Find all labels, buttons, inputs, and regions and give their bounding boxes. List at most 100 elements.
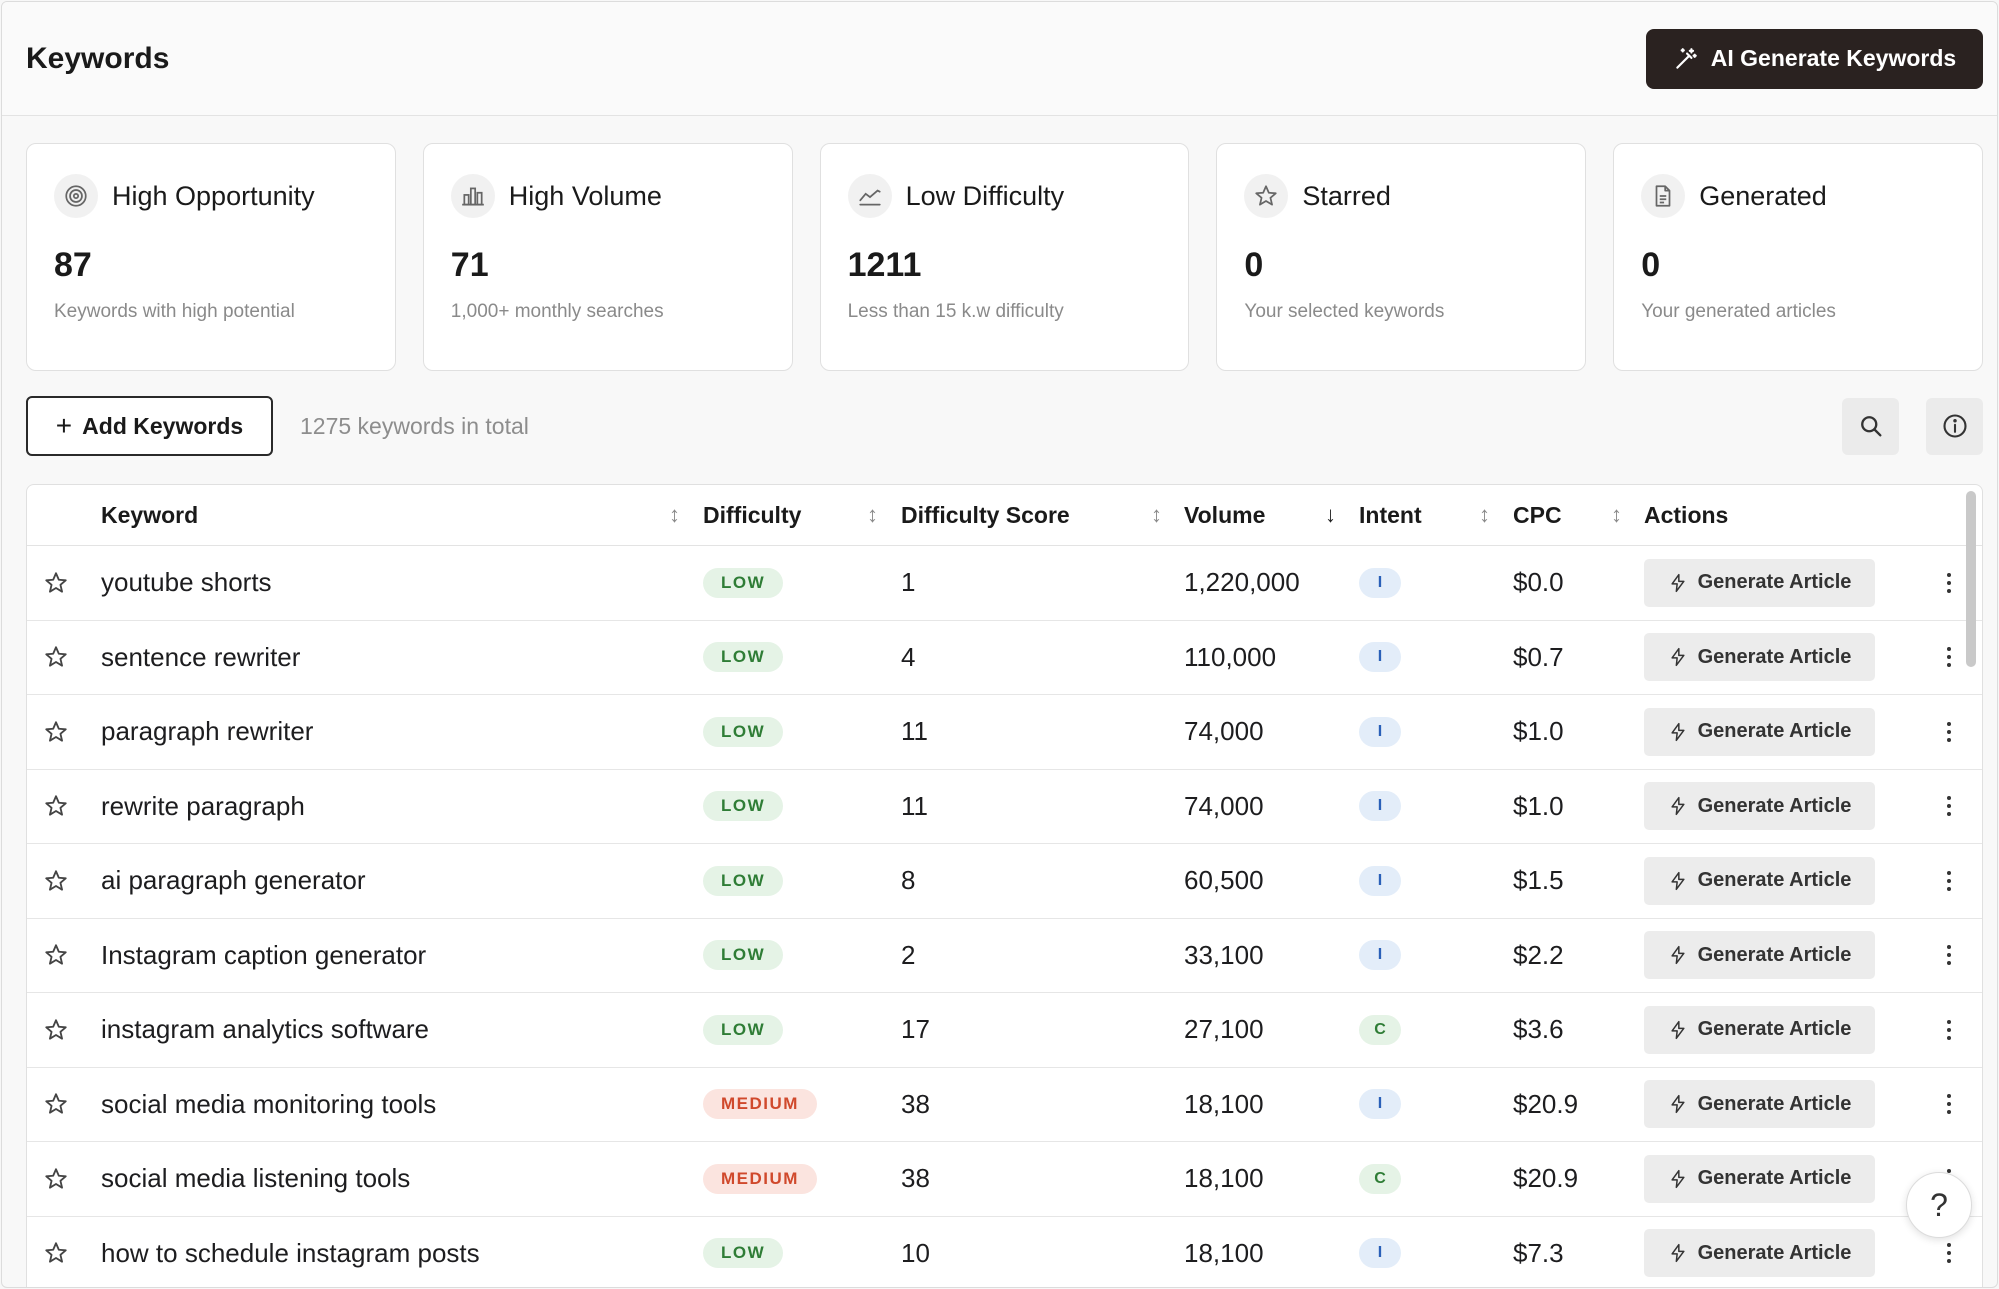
star-icon bbox=[1244, 174, 1289, 218]
ai-generate-keywords-button[interactable]: AI Generate Keywords bbox=[1646, 28, 1983, 89]
column-volume[interactable]: Volume bbox=[1184, 501, 1266, 528]
generate-article-button[interactable]: Generate Article bbox=[1644, 633, 1875, 682]
difficulty-badge: LOW bbox=[703, 1014, 784, 1045]
star-icon[interactable] bbox=[43, 621, 69, 695]
target-icon bbox=[54, 174, 98, 218]
difficulty-score-cell: 11 bbox=[901, 790, 928, 821]
ai-generate-keywords-label: AI Generate Keywords bbox=[1710, 45, 1957, 71]
star-icon[interactable] bbox=[43, 1068, 69, 1142]
star-icon[interactable] bbox=[43, 1217, 69, 1288]
card-low-difficulty[interactable]: Low Difficulty 1211 Less than 15 k.w dif… bbox=[819, 143, 1190, 371]
difficulty-score-cell: 38 bbox=[901, 1088, 930, 1119]
keyword-cell: how to schedule instagram posts bbox=[101, 1237, 480, 1268]
column-difficulty[interactable]: Difficulty bbox=[703, 501, 802, 528]
more-options-icon[interactable] bbox=[1945, 695, 1953, 769]
more-options-icon[interactable] bbox=[1945, 1217, 1953, 1288]
more-options-icon[interactable] bbox=[1945, 993, 1953, 1067]
info-icon bbox=[1942, 414, 1967, 438]
lightning-icon bbox=[1668, 1243, 1688, 1263]
lightning-icon bbox=[1668, 871, 1688, 891]
sort-desc-icon[interactable]: ↓ bbox=[1325, 502, 1336, 527]
difficulty-score-cell: 10 bbox=[901, 1237, 930, 1268]
table-header: Keyword ↕ Difficulty ↕ Difficulty Score … bbox=[27, 485, 1982, 546]
keywords-total: 1275 keywords in total bbox=[300, 412, 529, 439]
generate-article-button[interactable]: Generate Article bbox=[1644, 856, 1875, 905]
intent-badge: I bbox=[1359, 865, 1401, 896]
generate-article-button[interactable]: Generate Article bbox=[1644, 707, 1875, 756]
more-options-icon[interactable] bbox=[1945, 919, 1953, 993]
card-subtitle: Your generated articles bbox=[1641, 301, 1836, 322]
lightning-icon bbox=[1668, 1169, 1688, 1189]
card-high-volume[interactable]: High Volume 71 1,000+ monthly searches bbox=[422, 143, 793, 371]
generate-article-button[interactable]: Generate Article bbox=[1644, 558, 1875, 607]
card-high-opportunity[interactable]: High Opportunity 87 Keywords with high p… bbox=[26, 143, 396, 371]
card-title: Starred bbox=[1302, 180, 1391, 211]
column-actions: Actions bbox=[1644, 501, 1729, 528]
search-button[interactable] bbox=[1842, 397, 1899, 455]
generate-article-button[interactable]: Generate Article bbox=[1644, 1080, 1875, 1129]
sort-icon[interactable]: ↕ bbox=[1151, 502, 1162, 527]
star-icon[interactable] bbox=[43, 546, 69, 620]
card-starred[interactable]: Starred 0 Your selected keywords bbox=[1216, 143, 1587, 371]
intent-badge: I bbox=[1359, 642, 1401, 673]
difficulty-badge: LOW bbox=[703, 716, 784, 747]
generate-article-button[interactable]: Generate Article bbox=[1644, 1229, 1875, 1278]
difficulty-badge: MEDIUM bbox=[703, 1089, 817, 1120]
generate-article-button[interactable]: Generate Article bbox=[1644, 782, 1875, 831]
scrollbar[interactable] bbox=[1966, 491, 1976, 667]
help-button[interactable]: ? bbox=[1906, 1172, 1972, 1238]
lightning-icon bbox=[1668, 1020, 1688, 1040]
column-intent[interactable]: Intent bbox=[1359, 501, 1422, 528]
more-options-icon[interactable] bbox=[1945, 770, 1953, 844]
info-button[interactable] bbox=[1926, 397, 1983, 455]
table-row: Instagram caption generator LOW 2 33,100 I $2… bbox=[27, 919, 1982, 993]
generate-article-label: Generate Article bbox=[1697, 1018, 1852, 1041]
sort-icon[interactable]: ↕ bbox=[1611, 502, 1622, 527]
help-label: ? bbox=[1930, 1186, 1948, 1223]
more-options-icon[interactable] bbox=[1945, 1068, 1953, 1142]
bar-chart-icon bbox=[450, 174, 495, 218]
star-icon[interactable] bbox=[43, 695, 69, 769]
cpc-cell: $1.0 bbox=[1513, 716, 1564, 747]
keywords-table: Keyword ↕ Difficulty ↕ Difficulty Score … bbox=[26, 484, 1983, 1287]
difficulty-score-cell: 17 bbox=[901, 1014, 930, 1045]
star-icon[interactable] bbox=[43, 844, 69, 918]
sort-icon[interactable]: ↕ bbox=[867, 502, 878, 527]
generate-article-label: Generate Article bbox=[1697, 943, 1852, 966]
keyword-cell: social media monitoring tools bbox=[101, 1088, 437, 1119]
column-difficulty-score[interactable]: Difficulty Score bbox=[901, 501, 1070, 528]
sort-icon[interactable]: ↕ bbox=[669, 502, 680, 527]
more-options-icon[interactable] bbox=[1945, 546, 1953, 620]
generate-article-label: Generate Article bbox=[1697, 1167, 1852, 1190]
difficulty-score-cell: 4 bbox=[901, 641, 916, 672]
page-title: Keywords bbox=[26, 41, 170, 75]
star-icon[interactable] bbox=[43, 770, 69, 844]
generate-article-button[interactable]: Generate Article bbox=[1644, 1005, 1875, 1054]
column-cpc[interactable]: CPC bbox=[1513, 501, 1562, 528]
star-icon[interactable] bbox=[43, 1142, 69, 1216]
more-options-icon[interactable] bbox=[1945, 844, 1953, 918]
lightning-icon bbox=[1668, 796, 1688, 816]
star-icon[interactable] bbox=[43, 993, 69, 1067]
table-row: rewrite paragraph LOW 11 74,000 I $1.0 Generat… bbox=[27, 770, 1982, 844]
plus-icon: + bbox=[55, 410, 73, 441]
cpc-cell: $0.0 bbox=[1513, 567, 1564, 598]
intent-badge: I bbox=[1359, 791, 1401, 822]
more-options-icon[interactable] bbox=[1945, 621, 1953, 695]
volume-cell: 74,000 bbox=[1184, 716, 1264, 747]
card-value: 0 bbox=[1244, 246, 1264, 284]
star-icon[interactable] bbox=[43, 919, 69, 993]
generate-article-button[interactable]: Generate Article bbox=[1644, 1154, 1875, 1203]
intent-badge: I bbox=[1359, 1238, 1401, 1269]
card-generated[interactable]: Generated 0 Your generated articles bbox=[1613, 143, 1983, 371]
add-keywords-button[interactable]: + Add Keywords bbox=[26, 396, 273, 456]
generate-article-button[interactable]: Generate Article bbox=[1644, 931, 1875, 980]
card-title: High Opportunity bbox=[112, 180, 315, 211]
column-keyword[interactable]: Keyword bbox=[101, 501, 199, 528]
difficulty-badge: LOW bbox=[703, 642, 784, 673]
sort-icon[interactable]: ↕ bbox=[1479, 502, 1490, 527]
generate-article-label: Generate Article bbox=[1697, 1241, 1852, 1264]
card-value: 1211 bbox=[847, 246, 922, 284]
table-toolbar: + Add Keywords 1275 keywords in total bbox=[26, 396, 1983, 456]
